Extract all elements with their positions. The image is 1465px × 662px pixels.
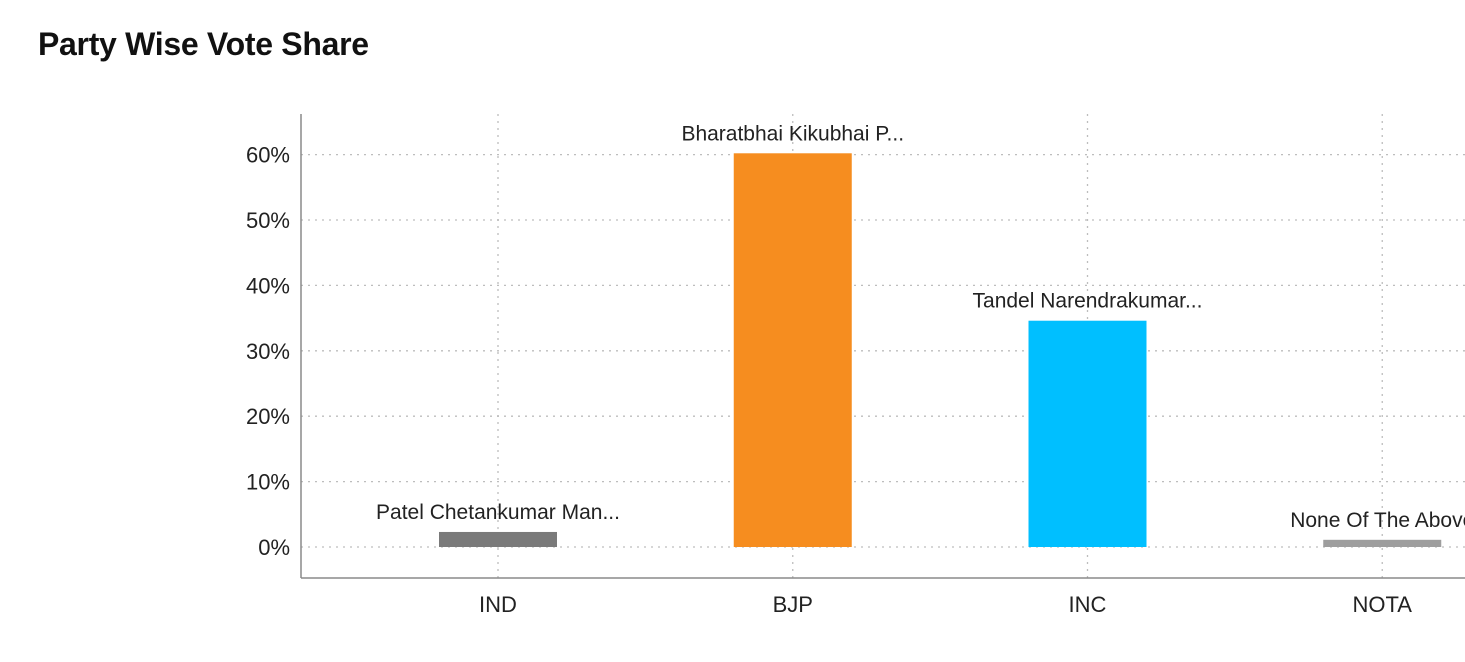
x-tick-label: INC	[1069, 592, 1107, 617]
y-tick-label: 40%	[246, 273, 290, 298]
chart-title: Party Wise Vote Share	[38, 26, 369, 62]
data-label-ind: Patel Chetankumar Man...	[376, 501, 620, 524]
bar-inc[interactable]	[1028, 320, 1147, 547]
x-tick-label: BJP	[773, 592, 813, 617]
grid-lines	[301, 114, 1465, 578]
y-tick-label: 10%	[246, 470, 290, 495]
x-tick-labels: IND BJP INC NOTA	[479, 592, 1412, 617]
bar-nota[interactable]	[1323, 539, 1442, 547]
x-tick-label: NOTA	[1353, 592, 1413, 617]
y-tick-label: 30%	[246, 339, 290, 364]
y-tick-label: 0%	[258, 535, 290, 560]
y-tick-label: 50%	[246, 208, 290, 233]
y-tick-label: 60%	[246, 143, 290, 168]
y-tick-labels: 0% 10% 20% 30% 40% 50% 60%	[246, 143, 290, 560]
axes	[300, 114, 1465, 579]
data-label-inc: Tandel Narendrakumar...	[973, 290, 1203, 313]
bar-bjp[interactable]	[733, 153, 852, 548]
x-tick-label: IND	[479, 592, 517, 617]
bar-ind[interactable]	[439, 531, 557, 547]
y-tick-label: 20%	[246, 404, 290, 429]
data-labels: Patel Chetankumar Man... Bharatbhai Kikub…	[376, 122, 1465, 532]
bars	[439, 153, 1442, 548]
data-label-bjp: Bharatbhai Kikubhai P...	[681, 122, 904, 145]
data-label-nota: None Of The Above	[1290, 509, 1465, 532]
